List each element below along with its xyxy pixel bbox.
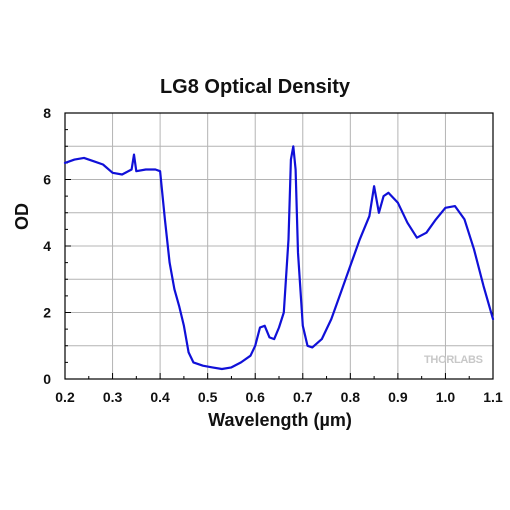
x-tick-label: 1.1 bbox=[483, 389, 503, 405]
x-tick-label: 0.4 bbox=[150, 389, 170, 405]
y-tick-label: 6 bbox=[43, 172, 51, 188]
x-tick-label: 0.5 bbox=[198, 389, 218, 405]
x-axis-label: Wavelength (µm) bbox=[208, 410, 352, 430]
x-tick-label: 0.8 bbox=[341, 389, 361, 405]
y-tick-label: 8 bbox=[43, 105, 51, 121]
y-tick-label: 4 bbox=[43, 238, 51, 254]
thorlabs-watermark: THORLABS bbox=[424, 354, 483, 366]
x-tick-label: 0.7 bbox=[293, 389, 313, 405]
x-tick-label: 1.0 bbox=[436, 389, 456, 405]
series-line bbox=[63, 145, 495, 371]
x-tick-label: 0.3 bbox=[103, 389, 123, 405]
x-tick-label: 0.2 bbox=[55, 389, 75, 405]
chart-title: LG8 Optical Density bbox=[159, 76, 351, 98]
x-tick-label: 0.9 bbox=[388, 389, 408, 405]
y-tick-label: 0 bbox=[43, 371, 51, 387]
y-axis-label: OD bbox=[12, 203, 32, 230]
x-tick-label: 0.6 bbox=[245, 389, 265, 405]
y-tick-label: 2 bbox=[43, 305, 51, 321]
